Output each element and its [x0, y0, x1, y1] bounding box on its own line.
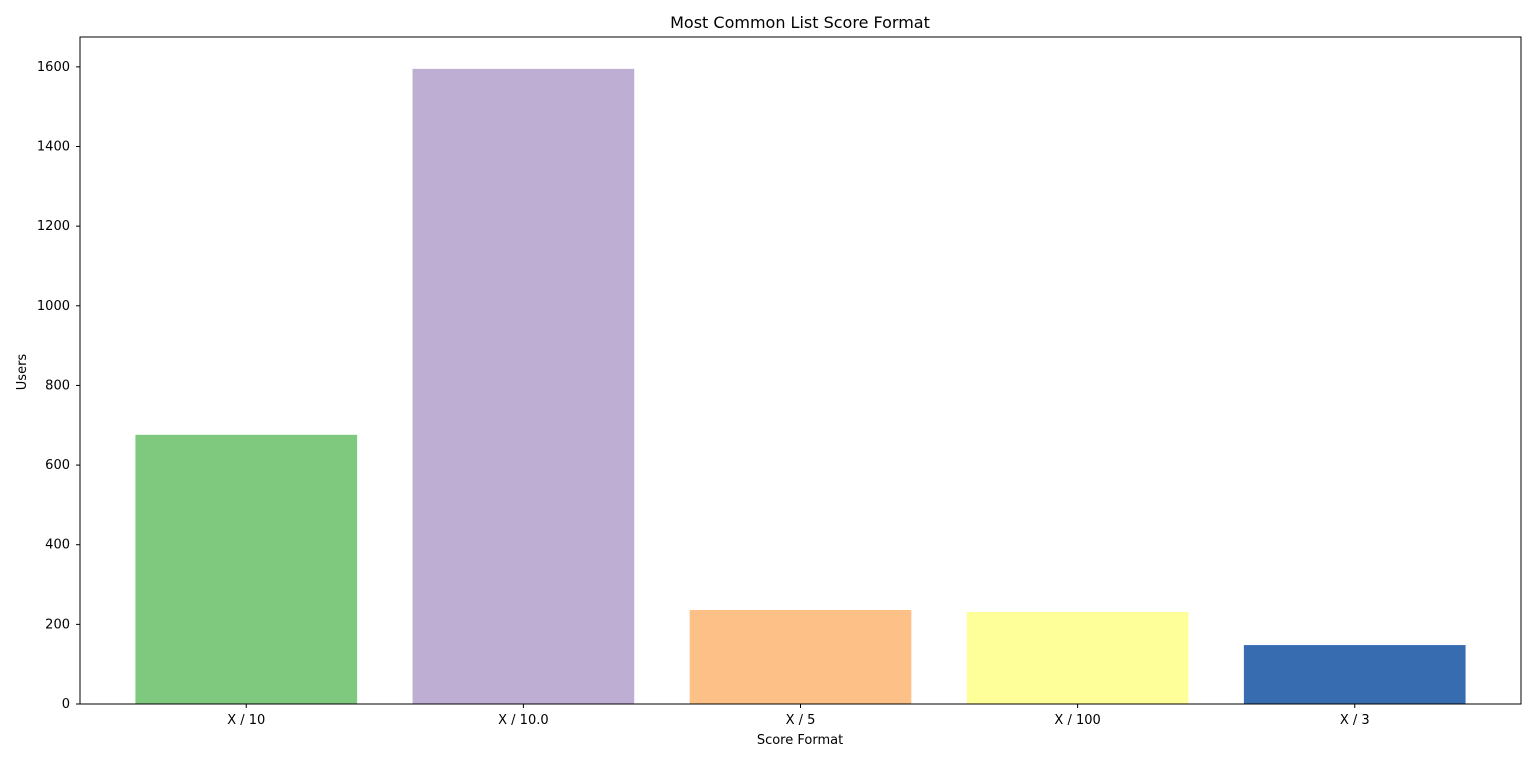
bar [135, 434, 358, 704]
x-axis-ticks: X / 10 X / 10.0 X / 5 X / 100 X / 3 [227, 704, 1370, 728]
x-tick-label: X / 5 [786, 713, 816, 728]
y-tick-label: 1000 [37, 299, 70, 314]
x-tick-label: X / 3 [1340, 713, 1370, 728]
bar [966, 612, 1189, 704]
y-tick-label: 600 [45, 458, 70, 473]
y-tick-label: 1400 [37, 140, 70, 155]
y-tick-label: 1200 [37, 219, 70, 234]
chart-title: Most Common List Score Format [670, 13, 930, 32]
x-tick-label: X / 10.0 [498, 713, 549, 728]
x-tick-label: X / 10 [227, 713, 265, 728]
x-tick-label: X / 100 [1054, 713, 1100, 728]
bar [1243, 645, 1466, 704]
y-tick-label: 400 [45, 538, 70, 553]
y-tick-label: 1600 [37, 60, 70, 75]
bar [689, 610, 912, 704]
bar [412, 68, 635, 705]
y-axis-ticks: 0 200 400 600 800 1000 1200 1400 1600 [37, 60, 80, 712]
x-axis-label: Score Format [757, 733, 843, 748]
y-tick-label: 200 [45, 617, 70, 632]
plot-frame [79, 36, 1522, 705]
bars-layer [135, 68, 1466, 705]
y-axis-label: Users [15, 354, 30, 391]
y-tick-label: 800 [45, 378, 70, 393]
y-tick-label: 0 [62, 697, 70, 712]
